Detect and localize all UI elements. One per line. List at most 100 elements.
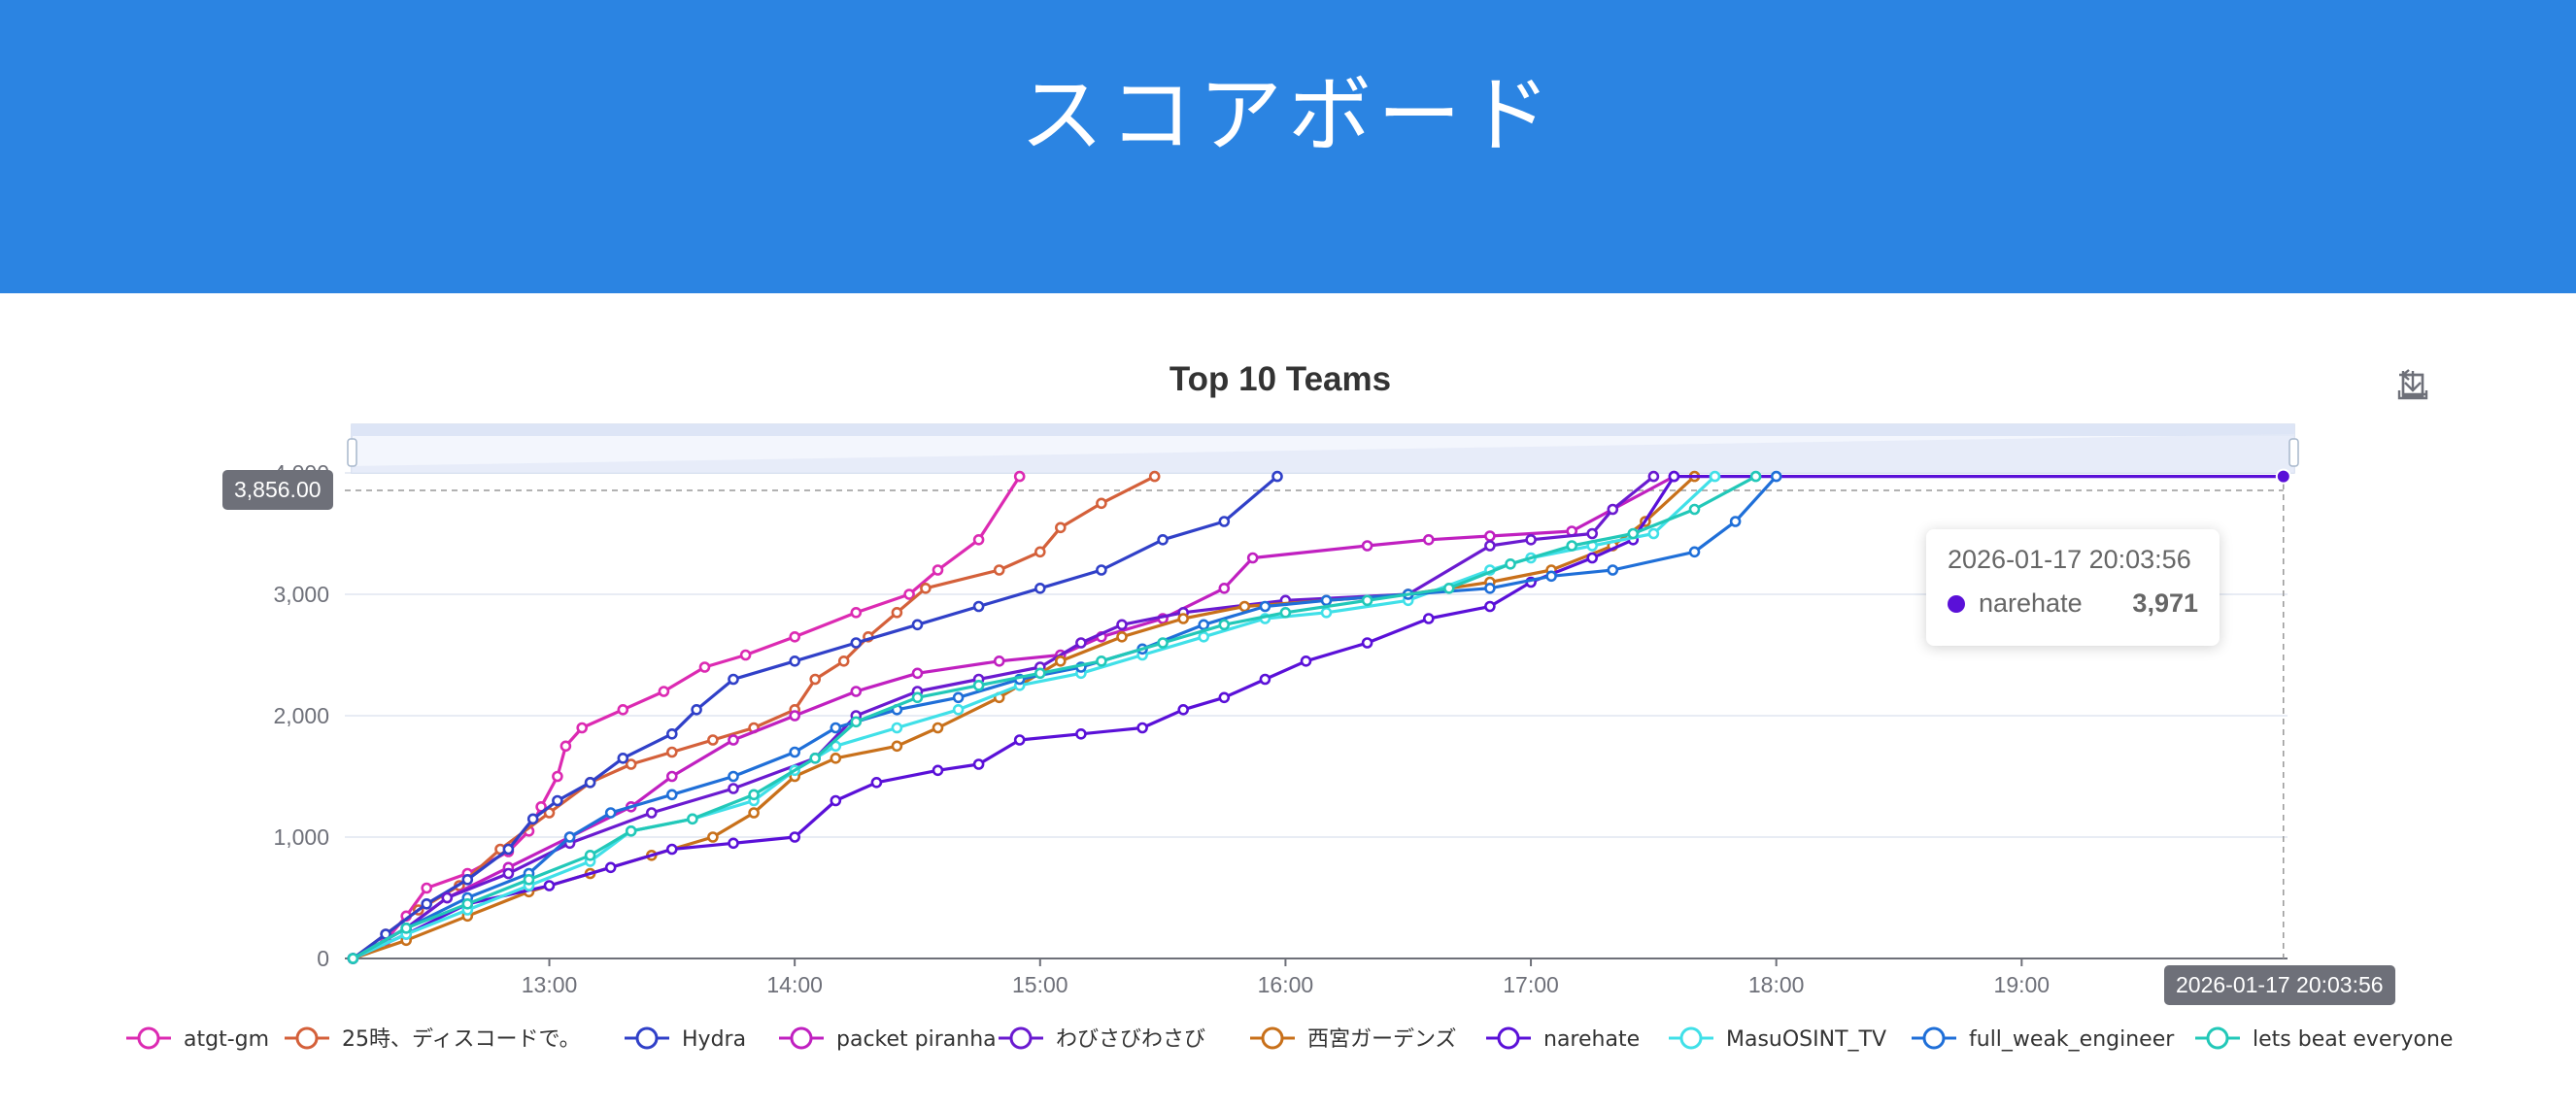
- data-point[interactable]: [748, 807, 760, 819]
- data-point[interactable]: [1218, 582, 1231, 594]
- data-point[interactable]: [1586, 552, 1598, 564]
- data-point[interactable]: [1729, 516, 1742, 527]
- data-point[interactable]: [698, 661, 711, 673]
- data-point[interactable]: [932, 764, 944, 777]
- data-point[interactable]: [400, 922, 413, 934]
- data-point[interactable]: [728, 734, 739, 746]
- data-point[interactable]: [830, 752, 842, 764]
- data-point[interactable]: [1320, 594, 1333, 607]
- data-point[interactable]: [617, 703, 629, 716]
- data-point[interactable]: [1647, 527, 1660, 540]
- data-point[interactable]: [1607, 503, 1619, 516]
- data-point[interactable]: [952, 691, 965, 704]
- data-point[interactable]: [1238, 600, 1251, 613]
- data-point[interactable]: [1300, 655, 1312, 667]
- data-point[interactable]: [665, 727, 678, 740]
- data-point[interactable]: [1770, 470, 1782, 483]
- data-point[interactable]: [748, 789, 760, 801]
- data-point[interactable]: [347, 953, 359, 964]
- data-point[interactable]: [911, 691, 924, 704]
- data-point[interactable]: [421, 897, 433, 910]
- data-point[interactable]: [739, 649, 752, 661]
- data-point[interactable]: [972, 758, 985, 770]
- data-point[interactable]: [972, 679, 985, 691]
- data-point[interactable]: [1075, 637, 1087, 649]
- data-point[interactable]: [891, 740, 903, 753]
- zoom-handle-right[interactable]: [2288, 438, 2299, 467]
- legend-item[interactable]: lets beat everyone: [2195, 1026, 2453, 1052]
- data-point[interactable]: [850, 637, 863, 649]
- data-point[interactable]: [1443, 582, 1455, 594]
- data-point[interactable]: [543, 880, 556, 891]
- data-point[interactable]: [728, 783, 739, 794]
- data-point[interactable]: [789, 831, 801, 843]
- data-point[interactable]: [830, 722, 842, 734]
- data-point[interactable]: [830, 794, 842, 807]
- data-point[interactable]: [952, 703, 965, 716]
- data-point[interactable]: [1116, 630, 1128, 643]
- data-point[interactable]: [1034, 667, 1046, 680]
- data-point[interactable]: [1361, 637, 1373, 649]
- data-point[interactable]: [850, 716, 863, 728]
- data-point[interactable]: [1279, 606, 1292, 619]
- data-point[interactable]: [837, 655, 850, 667]
- data-point[interactable]: [972, 600, 985, 613]
- data-point[interactable]: [993, 564, 1005, 576]
- data-point[interactable]: [789, 655, 801, 667]
- data-point[interactable]: [1688, 546, 1701, 558]
- data-point[interactable]: [576, 722, 589, 734]
- data-point[interactable]: [584, 776, 596, 789]
- data-point[interactable]: [665, 843, 678, 856]
- data-point[interactable]: [665, 770, 678, 783]
- data-point[interactable]: [1361, 594, 1373, 607]
- zoom-slider-bar[interactable]: [352, 424, 2294, 436]
- legend-item[interactable]: わびさびわさび: [999, 1026, 1205, 1052]
- data-point[interactable]: [1607, 564, 1619, 576]
- data-point[interactable]: [523, 873, 535, 886]
- data-point[interactable]: [932, 564, 944, 576]
- data-point[interactable]: [809, 752, 822, 764]
- data-point[interactable]: [1198, 630, 1209, 643]
- data-point[interactable]: [1320, 606, 1333, 619]
- data-point[interactable]: [1055, 655, 1067, 667]
- data-point[interactable]: [891, 722, 903, 734]
- data-point[interactable]: [645, 807, 658, 819]
- data-point[interactable]: [1075, 727, 1087, 740]
- data-point[interactable]: [625, 824, 637, 837]
- data-point[interactable]: [461, 897, 474, 910]
- zoom-handle-left[interactable]: [347, 438, 357, 467]
- data-point[interactable]: [1157, 534, 1169, 546]
- data-point[interactable]: [1013, 734, 1026, 746]
- data-point[interactable]: [972, 534, 985, 546]
- data-point[interactable]: [1096, 655, 1107, 667]
- data-point[interactable]: [850, 686, 863, 697]
- data-point[interactable]: [920, 582, 932, 594]
- data-point[interactable]: [870, 776, 883, 789]
- data-point[interactable]: [1668, 470, 1680, 483]
- data-point[interactable]: [1484, 530, 1496, 542]
- data-point[interactable]: [584, 849, 596, 861]
- series-group[interactable]: [347, 470, 1762, 964]
- series-group[interactable]: [347, 470, 1782, 964]
- data-point[interactable]: [1423, 613, 1435, 624]
- data-point[interactable]: [1688, 503, 1701, 516]
- data-point[interactable]: [1647, 470, 1660, 483]
- data-point[interactable]: [1627, 527, 1640, 540]
- data-point[interactable]: [1218, 516, 1231, 527]
- series-group[interactable]: [347, 470, 1660, 964]
- data-point[interactable]: [1218, 691, 1231, 704]
- data-point[interactable]: [1177, 613, 1189, 624]
- data-point[interactable]: [1709, 470, 1721, 483]
- legend-item[interactable]: Hydra: [625, 1026, 746, 1052]
- data-point[interactable]: [1525, 534, 1537, 546]
- data-point[interactable]: [809, 673, 822, 686]
- data-point[interactable]: [502, 843, 515, 856]
- data-point[interactable]: [604, 861, 617, 874]
- data-point[interactable]: [441, 891, 454, 904]
- legend-item[interactable]: 25時、ディスコードで。: [285, 1026, 581, 1052]
- data-point[interactable]: [911, 619, 924, 631]
- legend-item[interactable]: 西宮ガーデンズ: [1250, 1026, 1457, 1052]
- data-point[interactable]: [1096, 564, 1107, 576]
- save-image-icon[interactable]: [2397, 367, 2531, 402]
- data-point[interactable]: [903, 588, 915, 600]
